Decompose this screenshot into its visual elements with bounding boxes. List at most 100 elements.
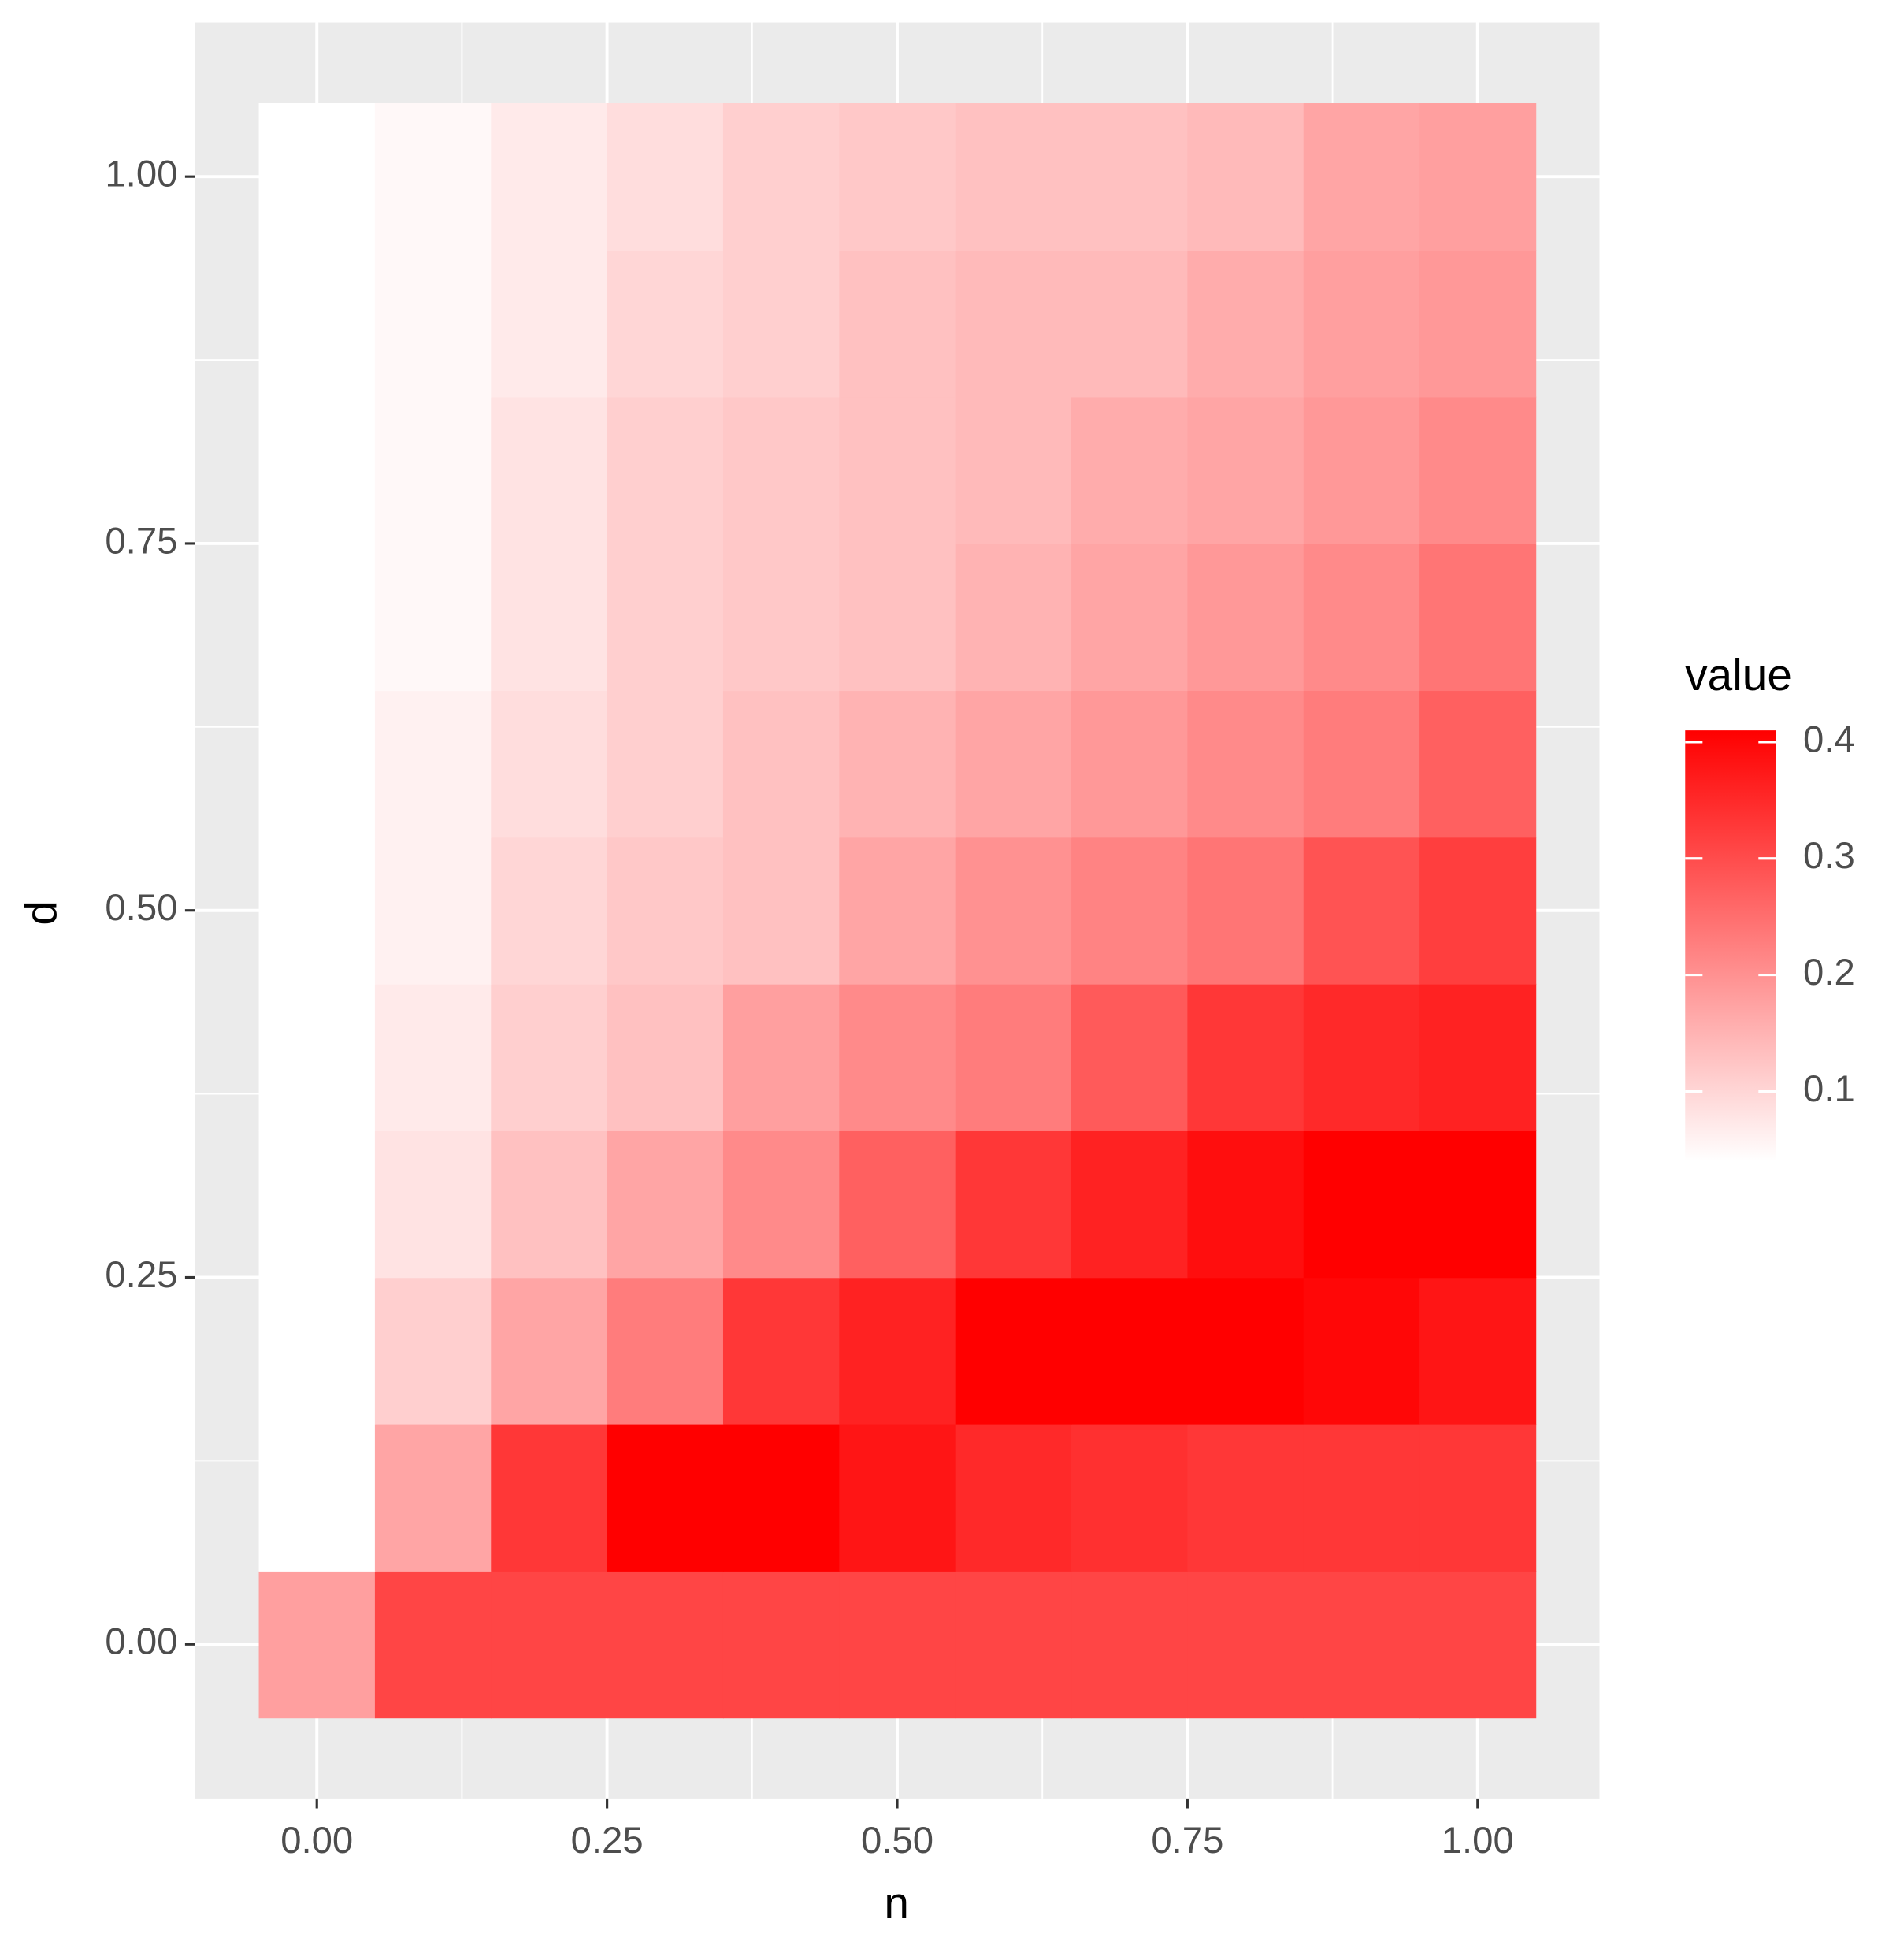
heat-cell (374, 690, 492, 838)
heat-cell (839, 543, 956, 692)
y-tick-label: 1.00 (105, 154, 177, 195)
heat-cell (1187, 983, 1304, 1131)
heat-cell (1187, 396, 1304, 544)
heat-cell (491, 543, 608, 692)
heat-cell (722, 103, 841, 251)
heat-cell (1187, 250, 1304, 398)
heat-cell (1303, 250, 1420, 398)
heat-cell (1419, 690, 1537, 838)
heat-cell (1303, 543, 1420, 692)
heat-cell (258, 690, 376, 838)
heat-cell (607, 837, 724, 985)
heat-cell (1303, 690, 1420, 838)
heat-cell (607, 983, 724, 1131)
heat-cell (258, 1277, 376, 1425)
heat-cell (955, 1571, 1072, 1719)
y-axis-title: d (17, 900, 67, 926)
colorbar (1685, 730, 1776, 1162)
x-axis-title: n (884, 1879, 909, 1928)
heat-cell (955, 983, 1072, 1131)
heat-cell (1303, 1277, 1420, 1425)
heat-cell (1071, 1277, 1189, 1425)
heat-cell (258, 983, 376, 1131)
heat-cell (374, 983, 492, 1131)
heat-cell (955, 103, 1072, 251)
heat-cell (491, 1424, 608, 1572)
heat-cell (491, 396, 608, 544)
heat-cell (1071, 983, 1189, 1131)
heat-cell (1419, 983, 1537, 1131)
heat-cell (839, 837, 956, 985)
heat-cell (491, 983, 608, 1131)
heat-cell (374, 396, 492, 544)
y-tick-label: 0.25 (105, 1254, 177, 1296)
heat-cell (955, 1277, 1072, 1425)
heat-cell (374, 1571, 492, 1719)
heat-cell (374, 103, 492, 251)
heat-cell (607, 396, 724, 544)
heat-cell (491, 1277, 608, 1425)
heat-cell (491, 837, 608, 985)
heat-cell (839, 983, 956, 1131)
heat-cell (1419, 396, 1537, 544)
heat-cell (1071, 250, 1189, 398)
heat-cell (1303, 1571, 1420, 1719)
colorbar-tick-label: 0.4 (1803, 718, 1855, 760)
y-tick-label: 0.75 (105, 520, 177, 562)
heat-cell (1419, 1571, 1537, 1719)
heat-cell (491, 250, 608, 398)
heat-cell (1419, 103, 1537, 251)
heat-cell (1187, 690, 1304, 838)
heat-cell (374, 1130, 492, 1279)
heat-cell (839, 103, 956, 251)
heat-cell (722, 983, 841, 1131)
x-tick-label: 0.25 (571, 1820, 644, 1862)
heat-cell (374, 250, 492, 398)
heat-cell (491, 690, 608, 838)
heat-cell (491, 1130, 608, 1279)
heat-cell (607, 1424, 724, 1572)
heat-cell (722, 1424, 841, 1572)
heat-cell (722, 396, 841, 544)
heat-cell (1071, 837, 1189, 985)
heat-cell (955, 250, 1072, 398)
heat-cell (722, 690, 841, 838)
x-tick-label: 0.00 (280, 1820, 353, 1862)
heat-cell (839, 1277, 956, 1425)
heat-cell (258, 837, 376, 985)
heat-cell (722, 1571, 841, 1719)
heat-cell (1303, 1130, 1420, 1279)
heat-cell (258, 250, 376, 398)
heat-cell (955, 1424, 1072, 1572)
heat-cell (607, 1277, 724, 1425)
heat-cell (1071, 396, 1189, 544)
heat-cell (374, 1277, 492, 1425)
heat-cell (839, 1130, 956, 1279)
heat-cell (1071, 103, 1189, 251)
heat-cell (1187, 1571, 1304, 1719)
heat-cell (258, 103, 376, 251)
heat-cell (607, 1571, 724, 1719)
heat-cell (374, 543, 492, 692)
heat-cell (607, 543, 724, 692)
heat-cell (955, 1130, 1072, 1279)
heat-cell (722, 837, 841, 985)
heat-cell (1303, 983, 1420, 1131)
x-tick-label: 0.75 (1151, 1820, 1223, 1862)
heat-cell (1187, 103, 1304, 251)
heat-cell (374, 837, 492, 985)
heat-cell (1303, 103, 1420, 251)
heat-cell (1419, 1277, 1537, 1425)
heat-cell (722, 543, 841, 692)
heat-cell (1187, 543, 1304, 692)
heat-cell (1419, 837, 1537, 985)
heat-cell (1419, 1130, 1537, 1279)
heat-cell (1303, 837, 1420, 985)
heat-cell (1071, 543, 1189, 692)
heat-cell (1419, 250, 1537, 398)
heat-cell (955, 837, 1072, 985)
colorbar-tick-label: 0.2 (1803, 952, 1855, 993)
heat-cell (839, 396, 956, 544)
heat-cell (839, 1424, 956, 1572)
